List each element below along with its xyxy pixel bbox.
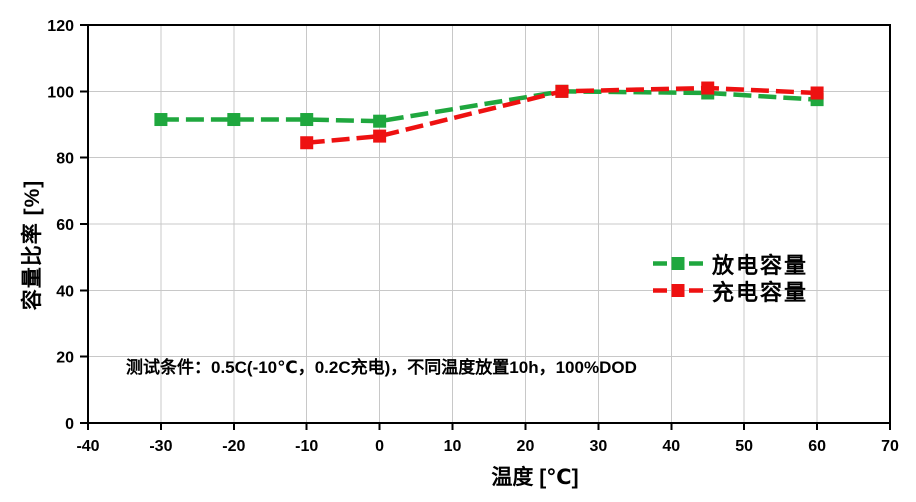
x-tick-label: 60 [808, 438, 826, 455]
legend: 放电容量 充电容量 [653, 250, 809, 305]
data-point-discharge-capacity [300, 113, 314, 127]
x-tick-label: -10 [295, 438, 318, 455]
legend-label-discharge-capacity: 放电容量 [712, 252, 809, 278]
data-point-charge-capacity [810, 86, 824, 100]
legend-item-charge-capacity: 充电容量 [653, 277, 809, 305]
y-tick-label: 100 [47, 84, 74, 101]
data-point-charge-capacity [300, 136, 314, 150]
data-point-charge-capacity [701, 81, 715, 95]
y-axis-title: 容量比率 [%] [21, 179, 44, 311]
data-point-charge-capacity [555, 84, 569, 98]
legend-label-charge-capacity: 充电容量 [712, 279, 809, 305]
data-point-charge-capacity [373, 129, 387, 143]
x-tick-label: -30 [149, 438, 172, 455]
x-tick-label: 10 [444, 438, 462, 455]
x-tick-label: 0 [375, 438, 384, 455]
y-tick-label: 120 [47, 18, 74, 35]
y-tick-label: 80 [56, 151, 74, 168]
legend-item-discharge-capacity: 放电容量 [653, 250, 809, 278]
x-tick-label: 20 [517, 438, 535, 455]
data-point-discharge-capacity [227, 113, 241, 127]
x-tick-label: -20 [222, 438, 245, 455]
data-point-discharge-capacity [154, 113, 168, 127]
y-tick-label: 40 [56, 283, 74, 300]
x-tick-label: 70 [881, 438, 899, 455]
x-tick-label: 30 [589, 438, 607, 455]
x-tick-label: -40 [76, 438, 99, 455]
x-axis-title: 温度 [℃] [491, 466, 579, 489]
x-tick-label: 40 [662, 438, 680, 455]
y-tick-label: 60 [56, 217, 74, 234]
y-tick-label: 20 [56, 350, 74, 367]
test-conditions-annotation: 测试条件：0.5C(-10℃，0.2C充电)，不同温度放置10h，100%DOD [126, 358, 637, 377]
y-tick-label: 0 [65, 416, 74, 433]
data-point-discharge-capacity [373, 114, 387, 128]
legend-swatch-discharge-icon [653, 257, 703, 270]
series-line-discharge-capacity [160, 89, 818, 124]
legend-swatch-charge-icon [653, 284, 703, 297]
x-tick-label: 50 [735, 438, 753, 455]
